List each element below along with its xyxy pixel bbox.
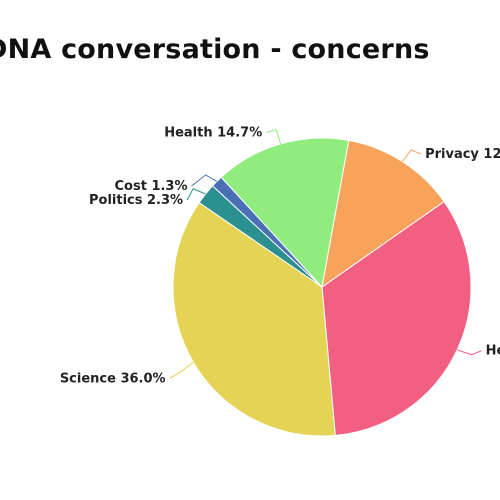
data-label-politics: Politics 2.3% [89, 193, 183, 208]
leader-line-cost [191, 174, 218, 187]
data-label-science: Science 36.0% [60, 371, 166, 386]
data-label-cost: Cost 1.3% [115, 179, 188, 194]
pie-slices [172, 137, 472, 437]
slice-labels: Heritage 33.3% Science 36.0% Politics 2.3%… [60, 125, 500, 386]
pie-slice-heritage[interactable] [321, 200, 472, 436]
leader-line-heritage [456, 349, 482, 356]
chart-title: DNA conversation - concerns [0, 34, 430, 65]
leader-line-politics [186, 188, 206, 201]
leader-line-privacy [402, 149, 422, 162]
pie-slice-health[interactable] [220, 137, 350, 289]
leader-lines [169, 129, 482, 379]
data-label-health: Health 14.7% [164, 125, 262, 140]
data-label-privacy: Privacy 12.4% [425, 147, 500, 162]
leader-line-science [169, 361, 194, 379]
data-label-heritage: Heritage 33.3% [486, 344, 500, 359]
leader-line-health [266, 129, 282, 144]
